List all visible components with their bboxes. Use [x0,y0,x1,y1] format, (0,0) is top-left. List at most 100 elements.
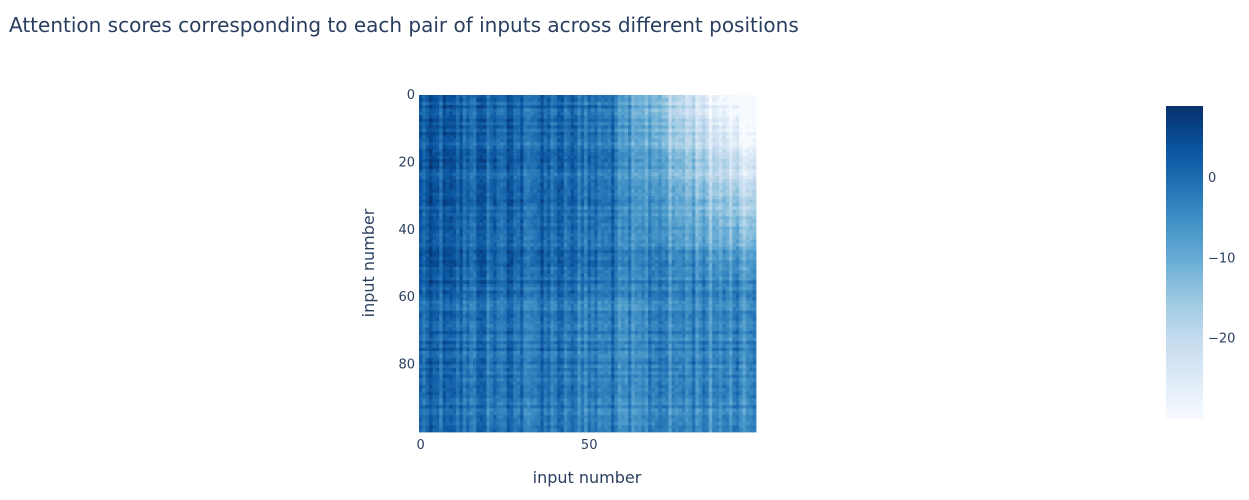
heatmap-cell [681,175,686,180]
heatmap-cell [516,179,521,184]
heatmap-cell [550,192,555,197]
heatmap-cell [739,108,743,113]
heatmap-cell [638,155,642,160]
heatmap-cell [590,138,595,143]
heatmap-cell [742,179,747,184]
heatmap-cell [442,246,447,251]
heatmap-cell [624,179,629,184]
heatmap-cell [550,148,555,153]
heatmap-cell [483,155,487,160]
heatmap-cell [681,95,686,99]
heatmap-cell [725,219,730,224]
heatmap-cell [435,206,440,210]
heatmap-cell [509,152,514,157]
heatmap-cell [462,121,467,126]
heatmap-cell [459,155,464,160]
heatmap-cell [429,212,433,217]
heatmap-cell [705,196,710,200]
heatmap-cell [638,175,642,180]
heatmap-cell [489,132,494,136]
heatmap-cell [476,199,481,204]
heatmap-cell [671,155,676,160]
heatmap-cell [742,185,747,190]
heatmap-cell [661,179,666,184]
heatmap-cell [638,111,642,116]
heatmap-cell [729,132,733,136]
heatmap-cell [691,250,696,254]
heatmap-cell [462,98,467,103]
heatmap-cell [419,179,423,184]
heatmap-cell [597,159,602,163]
heatmap-cell [695,256,700,261]
heatmap-cell [489,125,494,130]
heatmap-cell [712,212,716,217]
heatmap-cell [732,132,737,136]
heatmap-cell [688,115,693,119]
heatmap-cell [671,142,676,146]
heatmap-cell [557,246,561,251]
heatmap-cell [540,128,545,133]
heatmap-cell [705,101,710,106]
heatmap-cell [654,196,659,200]
heatmap-cell [523,111,528,116]
heatmap-cell [702,236,706,241]
heatmap-cell [432,209,437,214]
heatmap-cell [560,206,565,210]
heatmap-cell [725,209,730,214]
heatmap-cell [607,101,612,106]
heatmap-cell [432,145,437,150]
heatmap-cell [749,246,754,251]
heatmap-cell [621,115,625,119]
heatmap-cell [729,192,733,197]
heatmap-cell [496,253,501,258]
heatmap-cell [499,226,504,231]
heatmap-cell [624,189,629,194]
heatmap-cell [644,125,649,130]
heatmap-cell [503,169,508,173]
heatmap-cell [557,105,561,109]
heatmap-cell [516,132,521,136]
heatmap-cell [654,169,659,173]
heatmap-cell [644,206,649,210]
heatmap-cell [442,115,447,119]
heatmap-cell [445,95,450,99]
heatmap-cell [725,145,730,150]
heatmap-cell [648,189,652,194]
heatmap-cell [624,128,629,133]
heatmap-cell [503,128,508,133]
heatmap-cell [439,125,443,130]
heatmap-cell [688,111,693,116]
heatmap-cell [590,169,595,173]
heatmap-cell [509,256,514,261]
heatmap-cell [691,152,696,157]
heatmap-cell [685,98,689,103]
heatmap-cell [513,196,518,200]
heatmap-cell [644,159,649,163]
heatmap-cell [466,175,470,180]
heatmap-cell [678,98,683,103]
heatmap-cell [574,95,578,99]
heatmap-cell [526,216,531,221]
heatmap-cell [580,260,585,264]
heatmap-cell [509,182,514,187]
heatmap-cell [685,253,689,258]
heatmap-cell [688,226,693,231]
heatmap-cell [624,159,629,163]
heatmap-cell [725,229,730,234]
heatmap-cell [631,101,636,106]
heatmap-cell [553,101,558,106]
heatmap-cell [624,162,629,167]
heatmap-cell [705,209,710,214]
heatmap-cell [729,246,733,251]
heatmap-cell [725,128,730,133]
heatmap-cell [658,111,663,116]
heatmap-cell [712,142,716,146]
heatmap-cell [729,98,733,103]
heatmap-cell [577,105,582,109]
heatmap-cell [607,260,612,264]
heatmap-cell [627,236,632,241]
heatmap-cell [725,138,730,143]
heatmap-cell [648,226,652,231]
heatmap-cell [550,159,555,163]
heatmap-cell [456,250,460,254]
